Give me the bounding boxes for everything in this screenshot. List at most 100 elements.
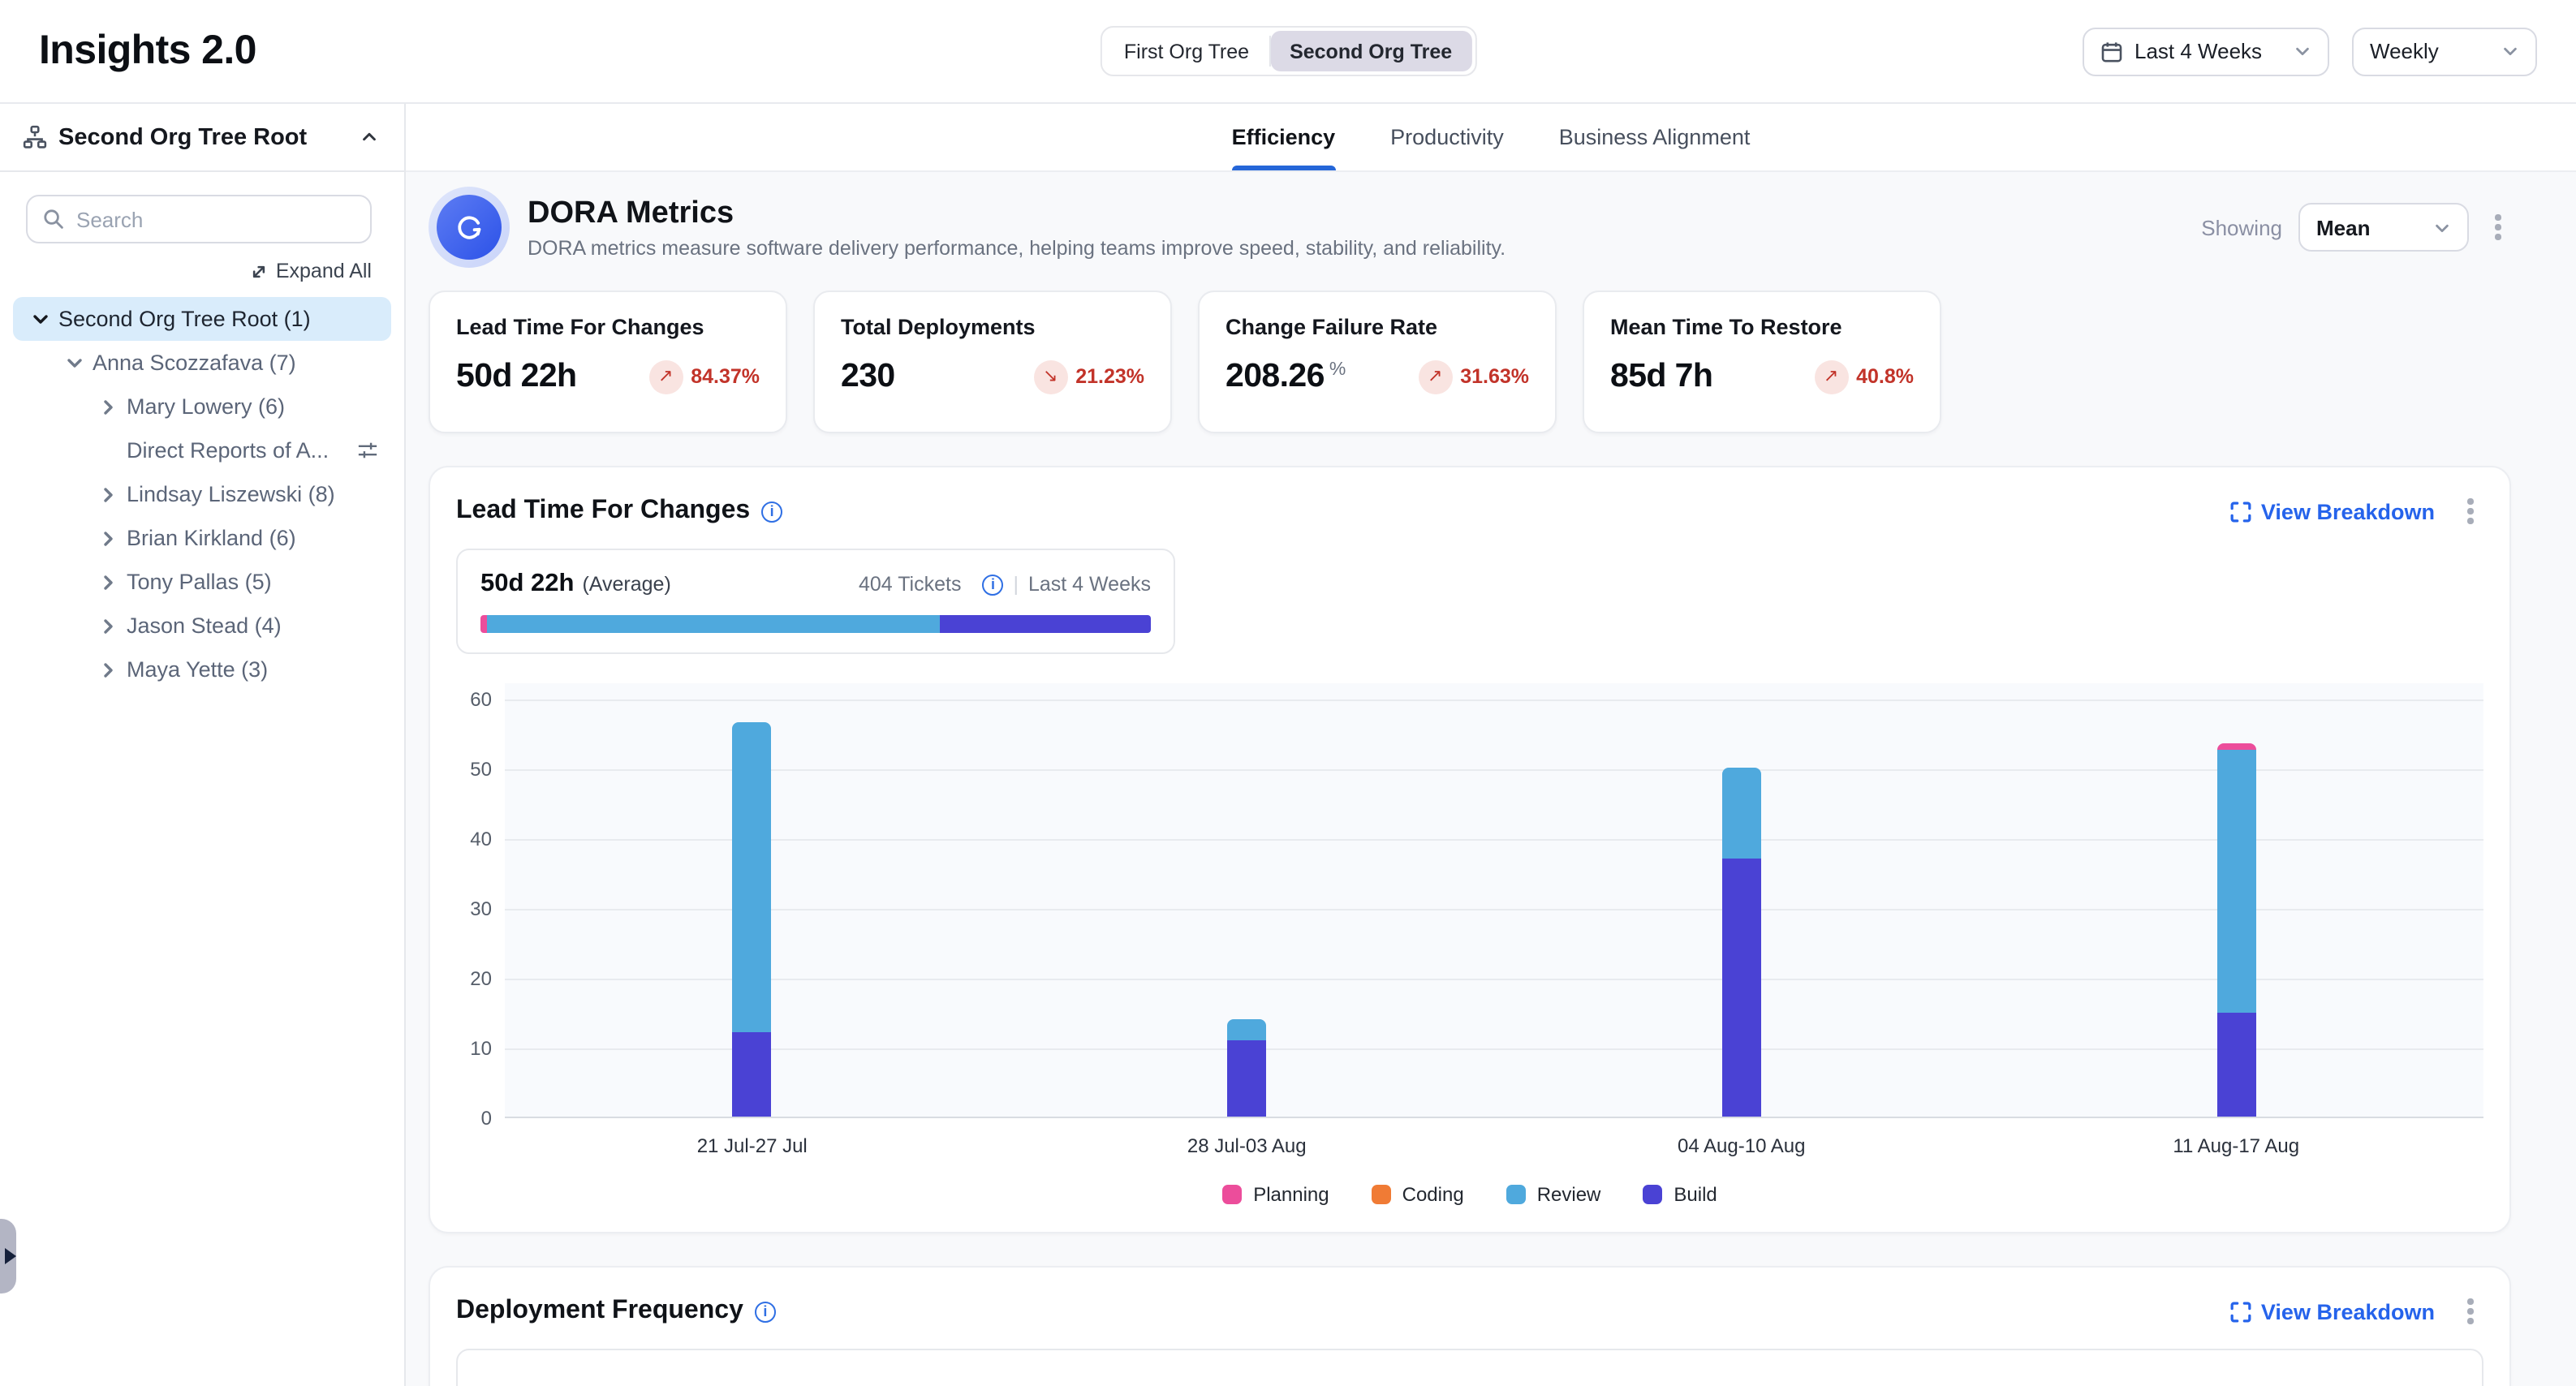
y-tick-label: 50 <box>470 758 492 781</box>
metric-value: 208.26 <box>1226 357 1325 394</box>
main-panel: Efficiency Productivity Business Alignme… <box>406 104 2576 1386</box>
tree-item[interactable]: Tony Pallas (5) <box>13 560 391 604</box>
section-kebab-menu-icon[interactable] <box>2458 493 2483 529</box>
tree-item-label: Jason Stead (4) <box>127 613 282 638</box>
chevron-right-icon[interactable] <box>97 615 118 636</box>
bar-segment-review <box>1227 1018 1267 1040</box>
chevron-down-icon[interactable] <box>29 308 50 329</box>
tree-item[interactable]: Maya Yette (3) <box>13 648 391 691</box>
chevron-right-icon[interactable] <box>97 396 118 417</box>
expand-corners-icon <box>2230 501 2251 522</box>
dora-description: DORA metrics measure software delivery p… <box>528 236 1506 259</box>
x-axis-label: 04 Aug-10 Aug <box>1678 1134 1806 1157</box>
y-tick-label: 30 <box>470 897 492 920</box>
summary-value: 50d 22h <box>480 570 575 597</box>
view-breakdown-button[interactable]: View Breakdown <box>2230 499 2435 523</box>
divider: | <box>1013 573 1019 596</box>
bar-segment-build <box>1227 1040 1267 1117</box>
section-kebab-menu-icon[interactable] <box>2458 1293 2483 1329</box>
gridline <box>505 979 2483 980</box>
expand-diagonal-icon <box>250 262 268 280</box>
bar-segment-planning <box>2216 742 2256 751</box>
x-axis-label: 21 Jul-27 Jul <box>696 1134 808 1157</box>
app-title: Insights 2.0 <box>39 28 256 73</box>
sidebar-search <box>26 195 372 243</box>
tab-productivity[interactable]: Productivity <box>1390 125 1504 149</box>
tree-item[interactable]: Anna Scozzafava (7) <box>13 341 391 385</box>
expand-corners-icon <box>2230 1301 2251 1322</box>
tab-business-alignment[interactable]: Business Alignment <box>1558 125 1751 149</box>
stacked-bar-3 <box>1721 683 1761 1117</box>
lead-time-summary-card: 50d 22h (Average) 404 Tickets | Last 4 W… <box>456 549 1175 654</box>
bar-segment-review <box>1721 768 1761 859</box>
tree-item[interactable]: Brian Kirkland (6) <box>13 516 391 560</box>
tree-item[interactable]: Mary Lowery (6) <box>13 385 391 428</box>
trend-badge: ↗ 40.8% <box>1814 359 1914 394</box>
expand-all-button[interactable]: Expand All <box>0 260 372 282</box>
aggregation-select[interactable]: Mean <box>2298 203 2469 252</box>
dora-cycle-icon <box>437 195 502 260</box>
chevron-down-icon[interactable] <box>63 352 84 373</box>
tree-item[interactable]: Direct Reports of A... <box>13 428 391 472</box>
trend-badge: ↗ 31.63% <box>1418 359 1529 394</box>
chevron-right-icon[interactable] <box>97 484 118 505</box>
trend-up-icon: ↗ <box>657 366 674 385</box>
toggle-second-org-tree[interactable]: Second Org Tree <box>1270 31 1472 71</box>
chevron-right-icon[interactable] <box>97 571 118 592</box>
trend-down-icon: ↘ <box>1042 366 1058 385</box>
phase-segment-review <box>487 615 940 633</box>
legend-swatch <box>1506 1185 1526 1204</box>
info-icon[interactable] <box>754 1301 776 1322</box>
granularity-select[interactable]: Weekly <box>2352 27 2537 75</box>
gridline <box>505 699 2483 701</box>
legend-swatch <box>1222 1185 1243 1204</box>
chart-legend: Planning Coding Review Build <box>456 1183 2483 1206</box>
granularity-select-value: Weekly <box>2370 39 2439 63</box>
aggregation-select-value: Mean <box>2316 215 2371 239</box>
tree-item[interactable]: Second Org Tree Root (1) <box>13 297 391 341</box>
chevron-right-icon[interactable] <box>97 527 118 549</box>
tab-efficiency[interactable]: Efficiency <box>1231 104 1336 170</box>
view-breakdown-button[interactable]: View Breakdown <box>2230 1299 2435 1324</box>
legend-item-coding[interactable]: Coding <box>1371 1183 1464 1206</box>
chevron-down-icon <box>2433 218 2451 236</box>
metric-card-lead-time: Lead Time For Changes 50d 22h ↗ 84.37% <box>429 291 787 433</box>
bar-segment-build <box>1721 858 1761 1117</box>
x-axis-label: 28 Jul-03 Aug <box>1187 1134 1307 1157</box>
org-tree-toggle: First Org Tree Second Org Tree <box>1099 26 1477 76</box>
legend-item-build[interactable]: Build <box>1643 1183 1717 1206</box>
phase-segment-planning <box>480 615 488 633</box>
legend-swatch <box>1643 1185 1663 1204</box>
trend-up-icon: ↗ <box>1823 366 1839 385</box>
legend-item-planning[interactable]: Planning <box>1222 1183 1329 1206</box>
metric-card-change-failure-rate: Change Failure Rate 208.26 % ↗ 31.63% <box>1198 291 1557 433</box>
info-icon[interactable] <box>761 501 783 522</box>
chevron-down-icon <box>2294 42 2311 60</box>
chevron-right-icon[interactable] <box>97 659 118 680</box>
info-icon[interactable] <box>982 574 1004 595</box>
panel-expand-handle[interactable] <box>0 1219 16 1293</box>
tree-item-label: Second Org Tree Root (1) <box>58 307 311 331</box>
stacked-bar-1 <box>732 683 772 1117</box>
chevron-down-icon <box>2501 42 2519 60</box>
y-tick-label: 0 <box>480 1107 492 1130</box>
y-tick-label: 10 <box>470 1037 492 1060</box>
toggle-first-org-tree[interactable]: First Org Tree <box>1123 40 1250 62</box>
summary-period: Last 4 Weeks <box>1027 573 1151 596</box>
metric-card-total-deployments: Total Deployments 230 ↘ 21.23% <box>813 291 1172 433</box>
tree-item[interactable]: Lindsay Liszewski (8) <box>13 472 391 516</box>
period-select[interactable]: Last 4 Weeks <box>2083 27 2329 75</box>
tree-item-label: Mary Lowery (6) <box>127 394 286 419</box>
y-axis: 0 10 20 30 40 50 60 <box>456 683 505 1130</box>
tree-item[interactable]: Jason Stead (4) <box>13 604 391 648</box>
bar-segment-review <box>732 722 772 1033</box>
collapse-sidebar-chevron-up-icon[interactable] <box>360 128 378 146</box>
period-select-value: Last 4 Weeks <box>2134 39 2263 63</box>
dora-kebab-menu-icon[interactable] <box>2485 209 2511 245</box>
search-input[interactable] <box>76 207 355 231</box>
legend-label: Coding <box>1402 1183 1464 1206</box>
sliders-icon[interactable] <box>357 440 378 461</box>
legend-item-review[interactable]: Review <box>1506 1183 1600 1206</box>
expand-all-label: Expand All <box>275 260 372 282</box>
